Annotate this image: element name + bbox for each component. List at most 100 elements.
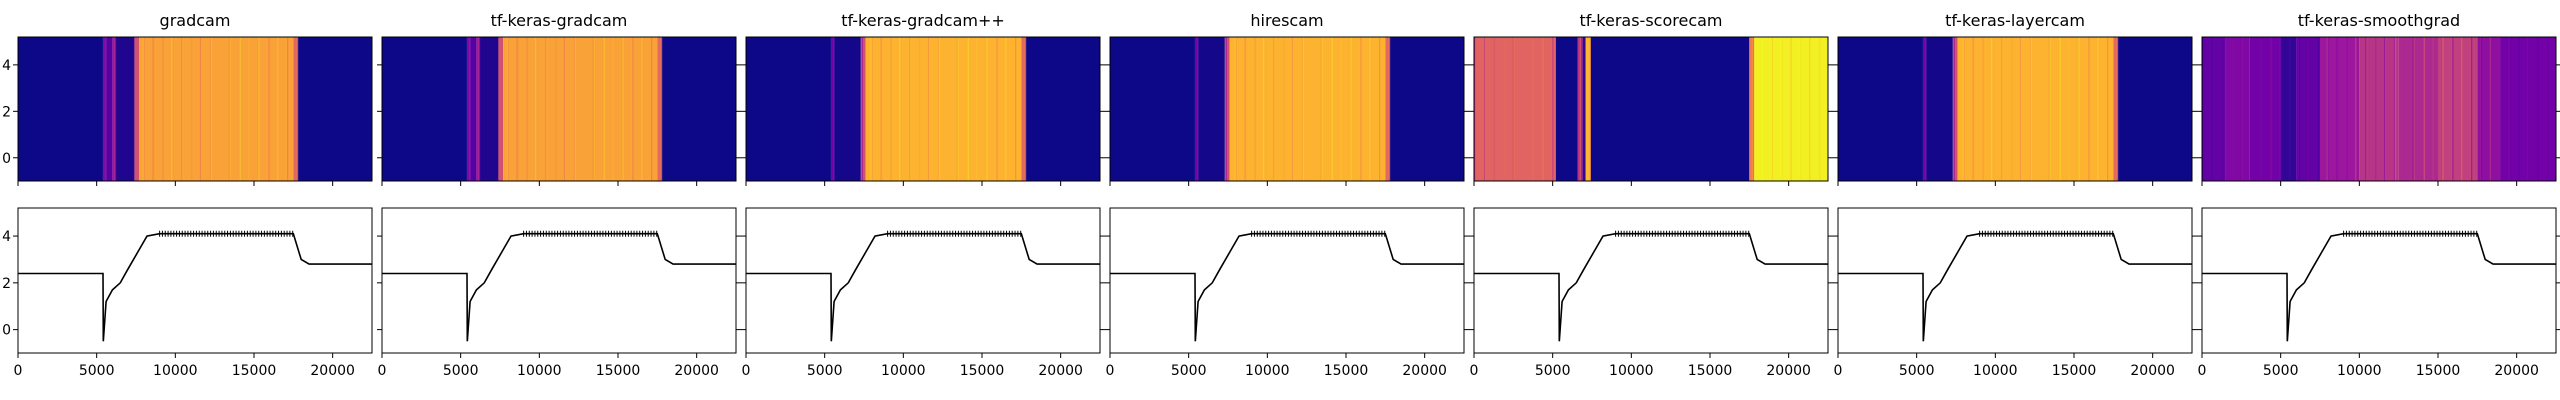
heatmap-stripe [2508, 37, 2510, 181]
x-tick-label: 15000 [1688, 363, 1733, 379]
x-tick-label: 15000 [1324, 363, 1369, 379]
x-tick-label: 20000 [310, 363, 355, 379]
heatmap-stripe [1780, 37, 1782, 181]
heatmap-stripe [1580, 37, 1583, 181]
heatmap-frame [381, 36, 737, 182]
heatmap-stripe [2489, 37, 2492, 181]
heatmap-stripe [2469, 37, 2472, 181]
heatmap-stripe [1311, 37, 1313, 181]
heatmap-stripe [1972, 37, 1974, 181]
heatmap-cell [106, 37, 113, 181]
heatmap-stripe [2002, 37, 2004, 181]
y-tick-label: 4 [2, 58, 11, 74]
heatmap-cell [1224, 37, 1230, 181]
heatmap-stripe [1264, 37, 1266, 181]
heatmap-stripe [219, 37, 221, 181]
heatmap-stripe [563, 37, 566, 181]
heatmap-cell [1922, 37, 1927, 181]
x-tick-label: 15000 [2052, 363, 2097, 379]
subplot-2: tf-keras-gradcam 0 5000 10000 15000 20000 [377, 11, 741, 379]
signal-line [1110, 232, 1464, 342]
y-tick-label: 2 [2, 104, 11, 120]
heatmap-cell [2225, 37, 2250, 181]
heatmap-stripe [2356, 37, 2358, 181]
heatmap-stripe [1291, 37, 1294, 181]
line-frame [1109, 207, 1465, 354]
heatmap-stripe [171, 37, 173, 181]
heatmap-stripe [1551, 37, 1553, 181]
heatmap-stripe [899, 37, 901, 181]
subplot-title: gradcam [160, 11, 231, 30]
heatmap-stripe [229, 37, 231, 181]
heatmap-stripe [142, 37, 144, 181]
heatmap-cell [830, 37, 835, 181]
heatmap-stripe [2240, 37, 2242, 181]
line-frame [17, 207, 373, 354]
heatmap-stripe [535, 37, 537, 181]
heatmap-stripe [295, 37, 298, 181]
heatmap-stripe [2231, 37, 2233, 181]
heatmap-stripe [2375, 37, 2377, 181]
heatmap-stripe [1790, 37, 1792, 181]
heatmap-stripe [2068, 37, 2070, 181]
x-tick-label: 10000 [881, 363, 926, 379]
heatmap-stripe [1321, 37, 1323, 181]
heatmap-stripe [659, 37, 662, 181]
heatmap-stripe [2528, 37, 2530, 181]
heatmap-stripe [2403, 37, 2405, 181]
heatmap-cell [1749, 37, 1755, 181]
heatmap-cell [139, 37, 294, 181]
heatmap-stripe [2479, 37, 2482, 181]
heatmap-stripe [1235, 37, 1237, 181]
heatmap-stripe [1197, 37, 1199, 181]
heatmap-stripe [1800, 37, 1802, 181]
heatmap-stripe [477, 37, 480, 181]
x-tick-label: 0 [1470, 363, 1479, 379]
heatmap-stripe [2385, 37, 2387, 181]
heatmap-stripe [152, 37, 154, 181]
heatmap-stripe [2211, 37, 2214, 181]
heatmap-stripe [2471, 37, 2473, 181]
heatmap-stripe [1761, 37, 1764, 181]
subplot-title: tf-keras-layercam [1945, 11, 2085, 30]
heatmap-cell [746, 37, 831, 181]
heatmap-cell [860, 37, 866, 181]
x-tick-label: 10000 [2337, 363, 2382, 379]
heatmap-cell [1026, 37, 1100, 181]
signal-line [382, 232, 736, 342]
heatmap-cell [1585, 37, 1591, 181]
heatmap-stripe [1963, 37, 1965, 181]
heatmap-stripe [181, 37, 183, 181]
subplot-1: gradcam 4 2 0 0 5000 10000 15000 20000 4 2 0 [2, 11, 373, 379]
heatmap-stripe [651, 37, 653, 181]
heatmap-cell [298, 37, 372, 181]
heatmap-stripe [2346, 37, 2348, 181]
heatmap-stripe [1023, 37, 1026, 181]
heatmap-stripe [2537, 37, 2539, 181]
x-tick-label: 0 [742, 363, 751, 379]
y-tick-label: 0 [2, 151, 11, 167]
signal-line [1838, 232, 2192, 342]
heatmap-stripe [1503, 37, 1505, 181]
signal-line [746, 232, 1100, 342]
heatmap-stripe [546, 37, 548, 181]
heatmap-stripe [2412, 37, 2414, 181]
heatmap-stripe [1925, 37, 1927, 181]
heatmap-cell [1555, 37, 1578, 181]
heatmap-stripe [2203, 37, 2205, 181]
heatmap-stripe [583, 37, 585, 181]
heatmap-stripe [2049, 37, 2051, 181]
heatmap-cell [102, 37, 107, 181]
heatmap-stripe [574, 37, 577, 181]
heatmap-stripe [2029, 37, 2032, 181]
heatmap-stripe [2289, 37, 2291, 181]
heatmap-cell [865, 37, 1022, 181]
heatmap-stripe [995, 37, 997, 181]
heatmap-stripe [1771, 37, 1773, 181]
heatmap-stripe [1340, 37, 1342, 181]
heatmap-stripe [2115, 37, 2118, 181]
heatmap-stripe [257, 37, 259, 181]
heatmap-stripe [1245, 37, 1247, 181]
x-tick-label: 15000 [232, 363, 277, 379]
heatmap-stripe [248, 37, 250, 181]
